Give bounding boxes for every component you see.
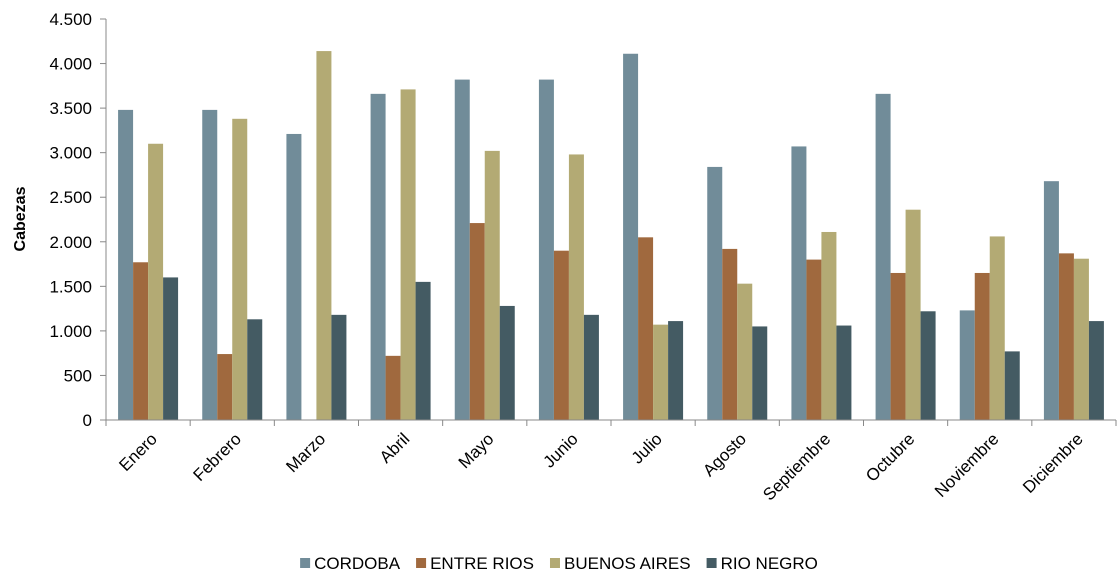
bar-buenos-aires-agosto — [737, 283, 753, 420]
x-tick-label: Agosto — [699, 429, 750, 480]
legend-label: RIO NEGRO — [721, 554, 818, 573]
bar-buenos-aires-mayo — [484, 150, 500, 420]
bar-rio-negro-noviembre — [1004, 351, 1020, 420]
bar-entre-rios-julio — [638, 237, 654, 420]
bar-cordoba-junio — [538, 79, 554, 421]
y-tick-label: 0 — [83, 411, 92, 430]
bar-cordoba-julio — [623, 53, 639, 421]
x-tick-label: Marzo — [282, 429, 329, 476]
bar-rio-negro-diciembre — [1088, 321, 1104, 420]
bar-rio-negro-febrero — [247, 319, 263, 420]
x-tick-label: Noviembre — [931, 429, 1003, 501]
x-tick-label: Septiembre — [759, 429, 834, 504]
bar-cordoba-febrero — [202, 109, 218, 420]
bar-cordoba-abril — [370, 93, 386, 420]
bar-rio-negro-octubre — [920, 311, 936, 420]
bar-cordoba-diciembre — [1043, 181, 1059, 420]
bar-buenos-aires-febrero — [232, 118, 248, 420]
bar-buenos-aires-octubre — [905, 209, 921, 420]
bar-buenos-aires-abril — [400, 89, 416, 421]
y-tick-label: 1.500 — [49, 277, 92, 296]
bar-rio-negro-mayo — [499, 305, 515, 420]
bar-entre-rios-mayo — [469, 223, 485, 420]
bar-cordoba-noviembre — [959, 310, 975, 420]
x-tick-label: Octubre — [862, 429, 918, 485]
x-tick-label: Febrero — [190, 429, 246, 485]
legend-label: CORDOBA — [314, 554, 401, 573]
bar-buenos-aires-junio — [568, 154, 584, 420]
bar-rio-negro-marzo — [331, 314, 347, 420]
legend-swatch-buenos-aires — [549, 558, 560, 568]
bar-entre-rios-noviembre — [974, 272, 990, 420]
bar-rio-negro-abril — [415, 281, 431, 420]
bar-cordoba-enero — [118, 109, 134, 420]
bar-rio-negro-enero — [163, 277, 179, 420]
bar-rio-negro-junio — [583, 314, 599, 420]
bar-cordoba-octubre — [875, 93, 891, 420]
y-tick-label: 2.500 — [49, 188, 92, 207]
bar-entre-rios-febrero — [217, 354, 233, 420]
bar-entre-rios-junio — [553, 250, 569, 420]
legend-swatch-cordoba — [300, 558, 311, 568]
y-axis-title: Cabezas — [12, 186, 29, 251]
x-tick-label: Julio — [628, 429, 666, 467]
legend-label: ENTRE RIOS — [430, 554, 534, 573]
y-tick-label: 500 — [64, 366, 92, 385]
x-tick-label: Enero — [115, 429, 161, 475]
x-axis: Enero Febrero Marzo Abril Mayo Junio Julio Agos… — [105, 420, 1117, 504]
y-tick-label: 2.000 — [49, 233, 92, 252]
bar-buenos-aires-marzo — [316, 51, 332, 421]
bar-cordoba-agosto — [707, 166, 723, 420]
bar-buenos-aires-noviembre — [989, 236, 1005, 420]
x-tick-label: Junio — [540, 429, 582, 471]
bar-cordoba-septiembre — [791, 146, 807, 420]
bar-rio-negro-septiembre — [836, 325, 852, 420]
bar-buenos-aires-septiembre — [821, 231, 837, 420]
bar-entre-rios-diciembre — [1058, 253, 1074, 420]
legend: CORDOBA ENTRE RIOS BUENOS AIRES RIO NEGRO — [300, 554, 818, 573]
legend-swatch-entre-rios — [416, 558, 427, 568]
bar-entre-rios-abril — [385, 355, 401, 420]
bar-entre-rios-enero — [133, 262, 149, 420]
y-tick-label: 3.000 — [49, 144, 92, 163]
bar-entre-rios-octubre — [890, 272, 906, 420]
legend-swatch-rio-negro — [706, 558, 717, 568]
bar-entre-rios-septiembre — [806, 259, 822, 420]
bar-buenos-aires-julio — [653, 324, 669, 420]
y-tick-label: 4.500 — [49, 10, 92, 29]
bar-buenos-aires-enero — [148, 143, 164, 420]
bar-cordoba-mayo — [454, 79, 470, 421]
x-tick-label: Mayo — [455, 429, 498, 472]
x-tick-label: Diciembre — [1019, 429, 1087, 497]
bar-buenos-aires-diciembre — [1073, 258, 1089, 420]
bars — [118, 51, 1104, 421]
x-tick-label: Abril — [376, 429, 413, 466]
y-tick-label: 4.000 — [49, 55, 92, 74]
legend-label: BUENOS AIRES — [564, 554, 691, 573]
bar-rio-negro-agosto — [752, 326, 768, 420]
bar-rio-negro-julio — [668, 321, 684, 420]
bar-cordoba-marzo — [286, 133, 302, 420]
bar-entre-rios-agosto — [722, 248, 738, 420]
y-tick-label: 3.500 — [49, 99, 92, 118]
y-axis: 0 500 1.000 1.500 2.000 2.500 3.000 3.500 4.000 4… — [49, 10, 106, 430]
y-tick-label: 1.000 — [49, 322, 92, 341]
